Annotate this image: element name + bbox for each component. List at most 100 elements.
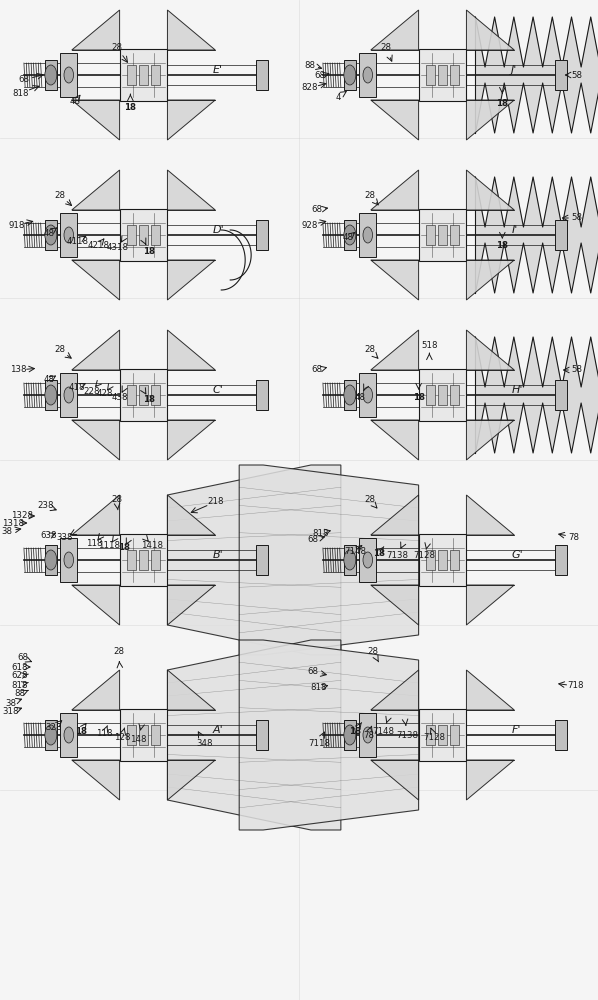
Bar: [151, 550, 160, 570]
Text: 18: 18: [144, 247, 155, 256]
Polygon shape: [371, 260, 419, 300]
Polygon shape: [371, 330, 419, 370]
Text: 18: 18: [496, 240, 508, 249]
Text: 338: 338: [56, 534, 73, 542]
Bar: [450, 550, 459, 570]
Polygon shape: [475, 17, 598, 133]
Text: G': G': [511, 550, 523, 560]
Text: 18: 18: [349, 726, 361, 736]
Polygon shape: [167, 495, 215, 535]
Text: D': D': [212, 225, 224, 235]
Bar: [127, 385, 136, 405]
Circle shape: [344, 65, 356, 85]
Bar: [120, 369, 167, 421]
Text: 228: 228: [83, 386, 100, 395]
Text: 58: 58: [572, 70, 582, 80]
Bar: [60, 213, 77, 257]
Bar: [139, 725, 148, 745]
Circle shape: [344, 725, 356, 745]
Bar: [120, 49, 167, 101]
Circle shape: [64, 67, 74, 83]
Text: 48: 48: [69, 98, 80, 106]
Text: 928: 928: [301, 221, 318, 230]
Text: 918: 918: [8, 221, 25, 230]
Text: 7148: 7148: [373, 728, 394, 736]
Bar: [438, 385, 447, 405]
Polygon shape: [371, 760, 419, 800]
Text: 7118: 7118: [309, 738, 330, 748]
Text: E': E': [212, 65, 222, 75]
Text: 18: 18: [124, 103, 136, 111]
Bar: [555, 545, 567, 575]
Text: 28: 28: [111, 42, 122, 51]
Polygon shape: [167, 100, 215, 140]
Text: 318: 318: [2, 708, 19, 716]
Circle shape: [45, 550, 57, 570]
Bar: [344, 380, 356, 410]
Text: 828: 828: [301, 84, 318, 93]
Bar: [419, 709, 466, 761]
Bar: [139, 550, 148, 570]
Text: I': I': [511, 225, 517, 235]
Text: 18: 18: [496, 99, 508, 107]
Polygon shape: [466, 330, 514, 370]
Polygon shape: [466, 10, 514, 50]
Bar: [60, 538, 77, 582]
Text: F': F': [511, 725, 521, 735]
Text: 818: 818: [11, 680, 28, 690]
Bar: [359, 213, 376, 257]
Bar: [438, 725, 447, 745]
Circle shape: [45, 65, 57, 85]
Circle shape: [64, 552, 74, 568]
Polygon shape: [371, 495, 419, 535]
Bar: [151, 65, 160, 85]
Circle shape: [45, 225, 57, 245]
Bar: [256, 545, 268, 575]
Text: 118: 118: [96, 730, 112, 738]
Text: H': H': [511, 385, 523, 395]
Circle shape: [363, 67, 373, 83]
Circle shape: [363, 387, 373, 403]
Text: 48: 48: [44, 229, 54, 237]
Bar: [555, 720, 567, 750]
Polygon shape: [72, 760, 120, 800]
Text: 1418: 1418: [142, 542, 163, 550]
Bar: [344, 60, 356, 90]
Text: 38: 38: [5, 698, 16, 708]
Text: 418: 418: [68, 383, 85, 392]
Polygon shape: [371, 585, 419, 625]
Polygon shape: [239, 465, 419, 655]
Text: 78: 78: [363, 730, 374, 740]
Text: 4: 4: [335, 93, 341, 102]
Text: 28: 28: [54, 346, 65, 355]
Text: 68: 68: [19, 76, 29, 85]
Circle shape: [344, 225, 356, 245]
Text: 48: 48: [44, 375, 54, 384]
Text: 1118: 1118: [99, 542, 120, 550]
Bar: [45, 720, 57, 750]
Text: 68: 68: [17, 654, 28, 662]
Bar: [450, 725, 459, 745]
Text: 4318: 4318: [107, 243, 129, 252]
Text: 68: 68: [315, 72, 325, 81]
Bar: [419, 369, 466, 421]
Text: 78: 78: [569, 532, 579, 542]
Text: 7138: 7138: [396, 730, 418, 740]
Text: 718: 718: [567, 682, 584, 690]
Text: 68: 68: [312, 206, 322, 215]
Bar: [60, 373, 77, 417]
Bar: [419, 209, 466, 261]
Circle shape: [45, 385, 57, 405]
Text: 7138: 7138: [387, 550, 408, 560]
Circle shape: [64, 227, 74, 243]
Bar: [426, 385, 435, 405]
Text: 28: 28: [364, 346, 375, 355]
Circle shape: [64, 387, 74, 403]
Bar: [151, 225, 160, 245]
Polygon shape: [371, 100, 419, 140]
Polygon shape: [371, 10, 419, 50]
Circle shape: [344, 385, 356, 405]
Polygon shape: [167, 260, 215, 300]
Polygon shape: [466, 260, 514, 300]
Circle shape: [363, 552, 373, 568]
